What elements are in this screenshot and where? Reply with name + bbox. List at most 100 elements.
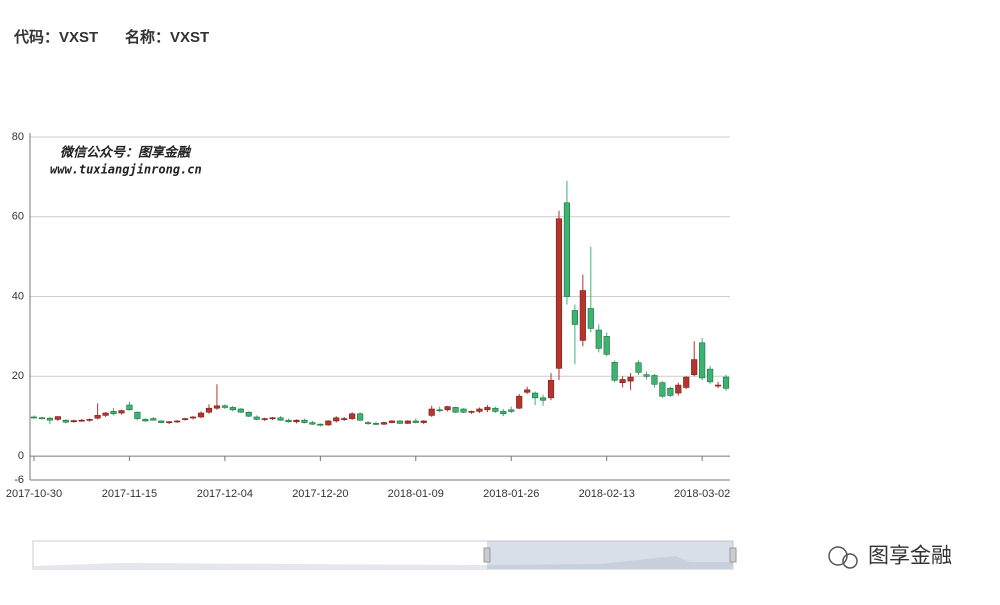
logo-text: 图享金融 [868,545,952,568]
candle-body [587,308,594,329]
candle-body [476,408,483,412]
candle-body [293,419,300,423]
x-tick-label: 2018-01-26 [483,488,539,500]
logo [828,546,858,569]
candle-body [532,392,539,399]
candle-body [396,420,403,424]
candle-body [94,415,101,419]
candle-body [468,411,475,413]
candle-body [70,420,77,423]
candle-body [150,418,157,421]
candle-body [420,420,427,423]
candle-body [269,417,276,420]
candle-body [659,382,666,397]
candle-body [404,420,411,424]
candle-body [595,329,602,349]
candle-body [325,420,332,426]
x-tick-label: 2018-03-02 [674,488,730,500]
candle-body [675,384,682,394]
candle-body [213,405,221,409]
candle-body [603,336,610,355]
candle-body [86,419,93,421]
candle-body [126,404,133,411]
candle-body [142,419,149,422]
candle-body [444,406,451,411]
x-tick-label: 2017-12-04 [197,488,253,500]
zoom-preview [33,556,733,569]
candle-body [166,421,173,424]
header-name: 名称：VXST [125,28,209,46]
watermark: 微信公众号：图享金融 [60,144,192,159]
candle-body [341,418,348,420]
candle-body [627,376,634,382]
candle-body [555,218,563,369]
logo-icon [828,546,848,566]
x-tick-label: 2017-11-15 [102,488,157,500]
candle-body [110,411,117,415]
candle-body [619,379,626,383]
candle-body [683,376,690,388]
candle-body [436,409,443,412]
candle-body [245,411,252,417]
candle-body [372,423,380,425]
candle-body [508,409,515,412]
candle-body [158,420,165,423]
candle-body [388,420,396,423]
watermark-url: www.tuxiangjinrong.cn [50,163,202,177]
candle-body [333,417,340,422]
candle-body [54,416,61,420]
candle-body [563,202,571,297]
zoom-handle[interactable] [729,547,737,563]
candle-body [722,376,730,389]
x-tick-label: 2017-10-30 [6,488,62,500]
y-tick-label: 40 [12,290,24,302]
x-tick-label: 2017-12-20 [292,488,348,500]
y-tick-label: -6 [14,474,24,486]
candle-body [174,420,181,423]
candle-body [707,368,714,383]
candle-body [62,419,69,423]
candle-body [189,416,197,419]
x-tick-label: 2018-01-09 [388,488,444,500]
candle-body [102,412,109,416]
candle-body [516,395,523,409]
y-tick-label: 60 [12,211,24,223]
candle-body [428,408,435,416]
candle-body [579,290,586,341]
y-tick-label: 0 [18,450,24,462]
candle-body [699,342,706,379]
candle-body [277,417,284,421]
zoom-handle[interactable] [483,547,491,563]
candle-body [714,384,722,387]
candle-body [30,416,38,419]
candle-body [364,422,372,424]
candle-body [380,422,388,425]
candle-body [205,407,213,413]
candle-body [78,419,85,422]
y-tick-label: 20 [12,370,24,382]
candle-body [38,417,46,420]
data-zoom[interactable] [32,540,737,570]
candle-body [611,362,618,381]
candle-body [460,408,467,413]
candle-body [500,411,507,415]
candle-body [651,375,658,385]
candle-body [118,410,125,414]
candle-body [492,407,499,412]
candle-body [301,419,308,423]
y-tick-label: 80 [12,131,24,143]
candle-body [635,362,642,373]
candle-body [547,379,555,399]
candle-body [349,413,356,419]
candle-body [484,407,491,411]
candle-body [237,408,244,413]
candle-body [691,359,698,376]
candle-body [524,389,531,393]
zoom-window[interactable] [487,541,733,569]
candle-body [309,422,316,425]
header-code: 代码：VXST [13,28,98,46]
candle-body [357,413,364,421]
candle-body [452,407,459,413]
